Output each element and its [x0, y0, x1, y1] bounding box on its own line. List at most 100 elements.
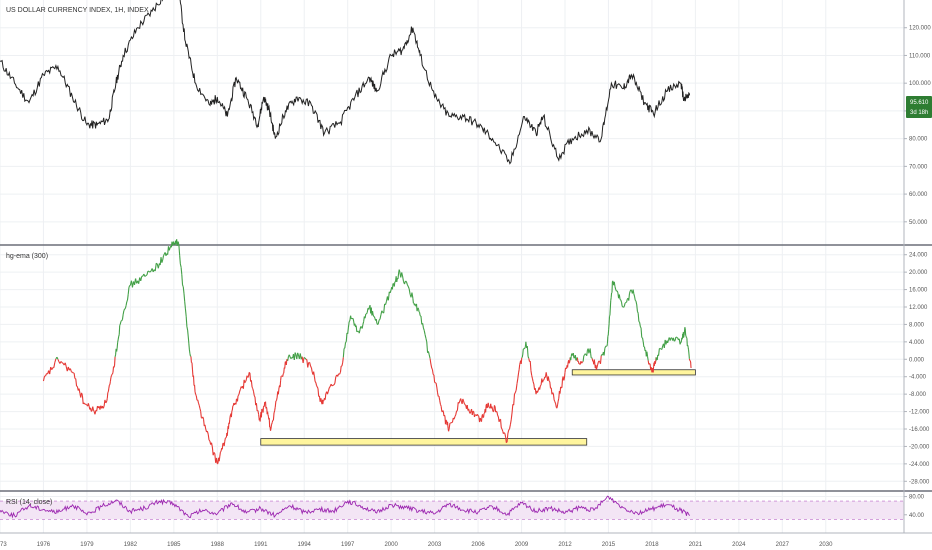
indicator-segment: [60, 361, 63, 364]
indicator-segment: [539, 384, 542, 387]
indicator-segment: [529, 360, 532, 371]
indicator-segment: [436, 392, 439, 397]
indicator-segment: [427, 351, 430, 356]
indicator-segment: [42, 376, 46, 382]
indicator-segment: [224, 437, 226, 442]
time-tick-label: 2027: [776, 542, 790, 548]
indicator-segment: [614, 286, 617, 290]
indicator-segment: [372, 314, 375, 317]
pane-dividers[interactable]: [0, 244, 932, 492]
indicator-segment: [471, 411, 474, 416]
indicator-segment: [81, 395, 84, 405]
indicator-segment: [200, 411, 202, 418]
indicator-segment: [247, 372, 250, 377]
indicator-segment: [223, 441, 226, 447]
indicator-segment: [310, 365, 312, 369]
indicator-segment: [108, 385, 110, 389]
indicator-segment: [377, 320, 380, 325]
y-tick-label: 60.000: [909, 192, 928, 198]
indicator-segment: [430, 363, 433, 369]
indicator-segment: [552, 393, 555, 400]
indicator-segment: [642, 341, 645, 348]
indicator-segment: [155, 262, 158, 265]
indicator-segment: [521, 356, 523, 359]
time-tick-label: 2000: [384, 542, 398, 548]
rsi-pane[interactable]: [0, 495, 904, 520]
indicator-segment: [54, 358, 57, 363]
indicator-segment: [659, 347, 662, 350]
indicator-segment: [108, 384, 111, 386]
indicator-segment: [231, 409, 233, 412]
indicator-segment: [518, 369, 520, 373]
indicator-segment: [628, 290, 631, 294]
indicator-segment: [213, 452, 216, 454]
indicator-segment: [362, 321, 365, 325]
indicator-segment: [514, 389, 517, 393]
y-tick-label: -16.000: [909, 427, 930, 433]
indicator-segment: [238, 393, 240, 396]
indicator-segment: [556, 404, 559, 409]
support-zone[interactable]: [571, 369, 696, 376]
indicator-segment: [90, 407, 92, 412]
indicator-segment: [61, 362, 64, 364]
indicator-segment: [501, 428, 504, 432]
indicator-segment: [442, 410, 444, 412]
indicator-segment: [495, 411, 497, 413]
last-price-value: 95.610: [910, 100, 929, 106]
time-tick-label: 2018: [645, 542, 659, 548]
indicator-segment: [71, 371, 73, 373]
price-pane[interactable]: [0, 0, 691, 165]
indicator-segment: [590, 353, 592, 358]
indicator-segment: [53, 362, 56, 368]
indicator-segment: [313, 371, 315, 377]
indicator-segment: [586, 349, 589, 356]
indicator-segment: [126, 294, 129, 301]
indicator-segment: [358, 329, 361, 334]
indicator-segment: [179, 255, 181, 264]
indicator-segment: [315, 382, 318, 386]
y-tick-label: -4.000: [909, 375, 927, 381]
indicator-pane[interactable]: [42, 239, 696, 465]
indicator-segment: [554, 401, 557, 404]
indicator-segment: [92, 409, 95, 412]
y-tick-label: 120.000: [909, 26, 931, 32]
indicator-segment: [620, 301, 623, 307]
indicator-segment: [102, 406, 105, 409]
indicator-segment: [636, 304, 638, 312]
support-zone[interactable]: [260, 438, 588, 446]
indicator-segment: [187, 330, 189, 338]
indicator-segment: [567, 362, 569, 368]
time-tick-label: 2012: [558, 542, 572, 548]
indicator-segment: [618, 294, 621, 300]
indicator-segment: [206, 431, 209, 435]
indicator-segment: [270, 424, 273, 430]
indicator-segment: [517, 372, 520, 379]
indicator-segment: [347, 321, 350, 328]
indicator-segment: [411, 292, 414, 299]
indicator-segment: [498, 419, 501, 422]
indicator-segment: [448, 423, 451, 430]
indicator-segment: [83, 402, 86, 405]
indicator-segment: [178, 245, 181, 256]
indicator-segment: [110, 375, 112, 378]
indicator-segment: [111, 372, 114, 375]
indicator-segment: [667, 339, 670, 344]
indicator-segment: [584, 353, 587, 355]
indicator-segment: [460, 398, 462, 402]
indicator-segment: [177, 241, 180, 246]
indicator-segment: [599, 355, 602, 364]
indicator-segment: [499, 419, 502, 428]
indicator-segment: [232, 405, 234, 407]
indicator-segment: [117, 336, 120, 340]
y-tick-label: 100.000: [909, 81, 931, 87]
indicator-segment: [524, 346, 526, 349]
indicator-title: hg-ema (300): [6, 253, 48, 260]
indicator-segment: [202, 416, 205, 420]
indicator-segment: [581, 361, 583, 364]
indicator-segment: [204, 424, 207, 430]
indicator-segment: [121, 314, 124, 320]
indicator-segment: [613, 281, 616, 287]
indicator-segment: [511, 404, 514, 414]
indicator-segment: [623, 302, 626, 307]
